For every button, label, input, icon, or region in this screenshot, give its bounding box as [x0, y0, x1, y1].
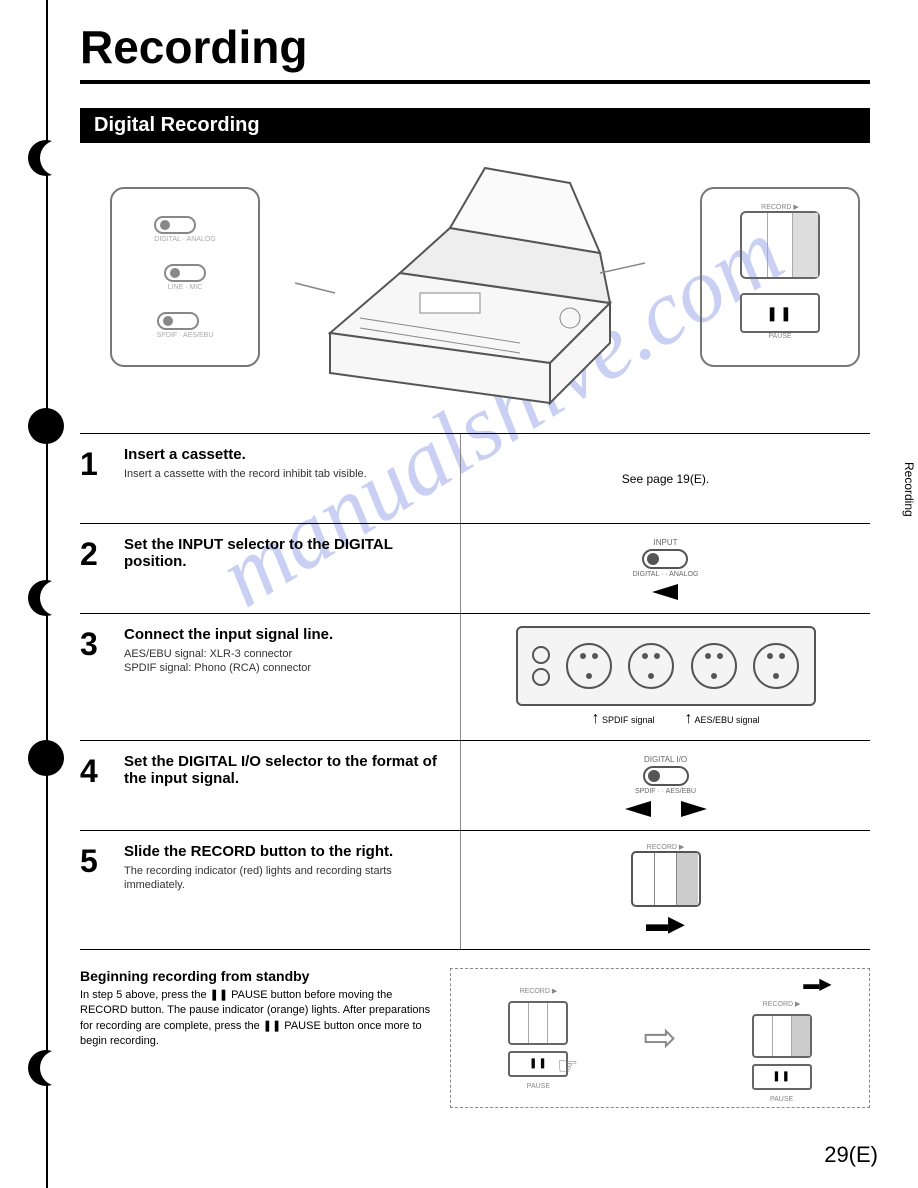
- record-label: RECORD ▶: [520, 987, 558, 995]
- hand-pointer-icon: ☞: [557, 1052, 579, 1081]
- pause-label: PAUSE: [768, 333, 791, 340]
- step-detail: Insert a cassette with the record inhibi…: [124, 467, 450, 481]
- connector-label: ↑ SPDIF signal: [591, 710, 654, 728]
- step-row: 3 Connect the input signal line. AES/EBU…: [80, 613, 870, 740]
- pause-button-icon: ❚❚: [740, 293, 820, 333]
- selector-switch-icon: [642, 549, 688, 569]
- step-title: Insert a cassette.: [124, 446, 450, 463]
- selector-top-label: DIGITAL I/O: [644, 755, 687, 764]
- step-row: 5 Slide the RECORD button to the right. …: [80, 830, 870, 949]
- step-figure: INPUT DIGITAL · · ANALOG: [460, 524, 870, 613]
- standby-body: In step 5 above, press the ❚❚ PAUSE butt…: [80, 988, 436, 1050]
- standby-figure: RECORD ▶ ❚❚ ☞ PAUSE ⇨ ▬▶ RECORD ▶ ❚❚ PAU…: [450, 968, 870, 1108]
- side-tab: Recording: [900, 448, 918, 531]
- binding-hole: [28, 1050, 64, 1086]
- step-figure: DIGITAL I/O SPDIF · · AES/EBU: [460, 741, 870, 830]
- step-title: Set the INPUT selector to the DIGITAL po…: [124, 536, 450, 570]
- left-arrow-icon: [652, 584, 678, 600]
- selector-top-label: INPUT: [653, 538, 677, 547]
- standby-panel-before: RECORD ▶ ❚❚ ☞ PAUSE: [488, 987, 588, 1090]
- switch-item: SPDIF · AES/EBU: [157, 312, 214, 339]
- step-detail: AES/EBU signal: XLR-3 connector SPDIF si…: [124, 647, 450, 676]
- pause-label: PAUSE: [770, 1096, 793, 1103]
- binding-hole: [28, 740, 64, 776]
- record-label: RECORD ▶: [761, 203, 799, 211]
- switch-item: DIGITAL · ANALOG: [154, 216, 215, 243]
- record-label: RECORD ▶: [763, 1000, 801, 1008]
- xlr-connector-icon: [566, 643, 612, 689]
- step-number: 4: [80, 753, 124, 818]
- standby-section: Beginning recording from standby In step…: [80, 968, 870, 1108]
- hero-right-panel: RECORD ▶ ❚❚ PAUSE: [700, 187, 860, 367]
- xlr-connector-icon: [628, 643, 674, 689]
- right-arrow-icon: ▬▶: [646, 911, 685, 937]
- connector-label: ↑ AES/EBU signal: [685, 710, 760, 728]
- record-slider-icon: [508, 1001, 568, 1045]
- pause-label: PAUSE: [527, 1083, 550, 1090]
- standby-panel-after: ▬▶ RECORD ▶ ❚❚ PAUSE: [732, 974, 832, 1103]
- page-number: 29(E): [824, 1142, 878, 1168]
- record-slider-icon: [631, 851, 701, 907]
- step-number: 1: [80, 446, 124, 511]
- switch-label: DIGITAL · ANALOG: [154, 236, 215, 243]
- steps-end-rule: [80, 949, 870, 950]
- record-slider-icon: [752, 1014, 812, 1058]
- step-figure: RECORD ▶ ▬▶: [460, 831, 870, 949]
- rca-connector-icon: [532, 646, 550, 686]
- binding-hole: [28, 580, 64, 616]
- hero-figure: DIGITAL · ANALOG LINE · MIC SPDIF · AES/…: [80, 153, 870, 423]
- section-banner: Digital Recording: [80, 108, 870, 143]
- sequence-arrow-icon: ⇨: [643, 1015, 677, 1061]
- binding-hole: [28, 408, 64, 444]
- record-label: RECORD ▶: [647, 843, 685, 851]
- right-arrow-icon: ▬▶: [803, 974, 831, 994]
- step-number: 2: [80, 536, 124, 601]
- switch-icon: [154, 216, 196, 234]
- xlr-connector-icon: [753, 643, 799, 689]
- switch-icon: [164, 264, 206, 282]
- record-slider-icon: [740, 211, 820, 279]
- step-row: 4 Set the DIGITAL I/O selector to the fo…: [80, 740, 870, 830]
- step-row: 1 Insert a cassette. Insert a cassette w…: [80, 433, 870, 523]
- up-arrow-icon: ↑: [591, 710, 599, 727]
- xlr-connector-icon: [691, 643, 737, 689]
- selector-bottom-label: DIGITAL · · ANALOG: [633, 571, 699, 578]
- switch-label: LINE · MIC: [164, 284, 206, 291]
- switch-icon: [157, 312, 199, 330]
- steps-list: 1 Insert a cassette. Insert a cassette w…: [80, 433, 870, 950]
- step-title: Set the DIGITAL I/O selector to the form…: [124, 753, 450, 787]
- right-arrow-icon: [681, 801, 707, 817]
- hero-left-panel: DIGITAL · ANALOG LINE · MIC SPDIF · AES/…: [110, 187, 260, 367]
- see-page-text: See page 19(E).: [622, 472, 709, 486]
- selector-switch-icon: [643, 766, 689, 786]
- switch-label: SPDIF · AES/EBU: [157, 332, 214, 339]
- step-number: 5: [80, 843, 124, 937]
- step-detail: The recording indicator (red) lights and…: [124, 864, 450, 893]
- step-figure: See page 19(E).: [460, 434, 870, 523]
- step-figure: ↑ SPDIF signal ↑ AES/EBU signal: [460, 614, 870, 740]
- step-title: Connect the input signal line.: [124, 626, 450, 643]
- title-rule: [80, 80, 870, 84]
- binding-hole: [28, 140, 64, 176]
- left-arrow-icon: [625, 801, 651, 817]
- page-title: Recording: [80, 20, 870, 74]
- step-number: 3: [80, 626, 124, 728]
- standby-title: Beginning recording from standby: [80, 968, 436, 984]
- up-arrow-icon: ↑: [685, 710, 693, 727]
- switch-item: LINE · MIC: [164, 264, 206, 291]
- connector-panel-icon: [516, 626, 816, 706]
- step-title: Slide the RECORD button to the right.: [124, 843, 450, 860]
- step-row: 2 Set the INPUT selector to the DIGITAL …: [80, 523, 870, 613]
- pause-button-icon: ❚❚: [752, 1064, 812, 1090]
- selector-bottom-label: SPDIF · · AES/EBU: [635, 788, 696, 795]
- device-illustration: [290, 163, 650, 413]
